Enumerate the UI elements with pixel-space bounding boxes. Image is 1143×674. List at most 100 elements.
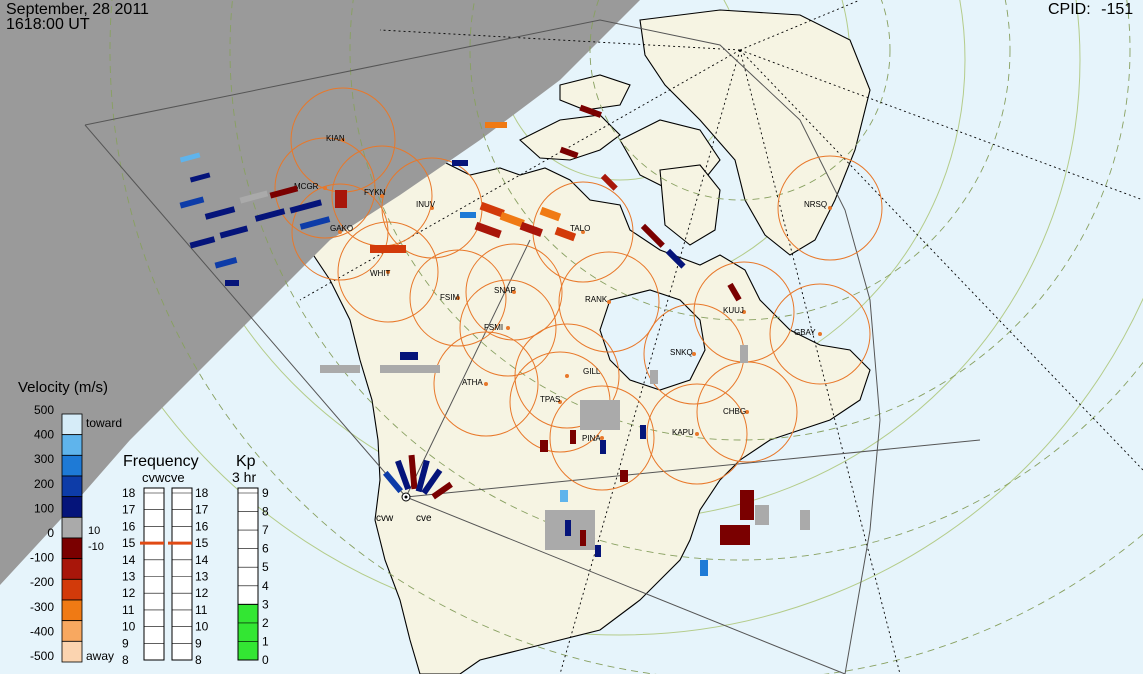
velocity-color-segment — [61, 640, 83, 663]
station-label: KUUJ — [723, 306, 744, 315]
velocity-color-segment — [61, 599, 83, 622]
station-label: FSMI — [484, 323, 503, 332]
frequency-tick-label: 11 — [195, 603, 208, 617]
frequency-tick-label: 11 — [122, 603, 135, 617]
station-label: SNAP — [494, 286, 516, 295]
station-label: GILL — [583, 367, 601, 376]
radar-site-label-cve: cve — [416, 513, 432, 524]
frequency-tick-label: 9 — [195, 636, 202, 650]
kp-tick-label: 2 — [262, 616, 269, 630]
velocity-tick-label: 500 — [34, 403, 54, 417]
velocity-tick-label: -100 — [30, 551, 54, 565]
frequency-tick-label: 14 — [195, 553, 209, 567]
velocity-title: Velocity (m/s) — [18, 379, 108, 396]
frequency-tick-label: 10 — [122, 620, 136, 634]
kp-tick-label: 3 — [262, 597, 269, 611]
velocity-color-segment — [61, 620, 83, 642]
station-label: WHIT — [370, 269, 391, 278]
kp-tick-label: 0 — [262, 653, 269, 667]
velocity-tick-label: -400 — [30, 624, 54, 638]
velocity-color-segment — [61, 434, 83, 456]
kp-subtitle: 3 hr — [232, 469, 256, 485]
velocity-away-label: away — [86, 649, 114, 663]
cpid-label: CPID: — [1048, 1, 1091, 18]
kp-tick-label: 8 — [262, 505, 269, 519]
velocity-legend: Velocity (m/s) 500 400 300 200 100 0 -100 -200 -… — [18, 379, 122, 663]
station-label: GAKO — [330, 224, 353, 233]
frequency-tick-label: 13 — [122, 570, 136, 584]
kp-legend: Kp 3 hr 9 8 7 6 5 4 3 2 1 0 — [232, 453, 269, 667]
kp-tick-label: 9 — [262, 486, 269, 500]
velocity-color-segment — [61, 475, 83, 498]
header-date: September, 28 2011 — [6, 1, 149, 18]
velocity-tick-label: 300 — [34, 452, 54, 466]
station-label: NRSQ — [804, 200, 827, 209]
station-label: TPAS — [540, 395, 560, 404]
velocity-color-segment — [61, 413, 83, 436]
frequency-tick-label: 13 — [195, 570, 209, 584]
magnetic-meridians — [299, 0, 1143, 674]
velocity-tick-label: -500 — [30, 649, 54, 663]
frequency-tick-label: 16 — [195, 519, 209, 533]
frequency-tick-label: 17 — [122, 503, 136, 517]
frequency-tick-label: 14 — [122, 553, 136, 567]
radar-fov — [84, 19, 981, 674]
station-label: GBAY — [794, 328, 816, 337]
velocity-color-segment — [61, 558, 83, 580]
station-label: RANK — [585, 295, 608, 304]
velocity-color-segment — [61, 537, 83, 560]
frequency-tick-label: 8 — [122, 653, 129, 667]
kp-tick-label: 6 — [262, 542, 269, 556]
velocity-tick-label: 200 — [34, 477, 54, 491]
kp-tick-label: 7 — [262, 523, 269, 537]
station-label: FYKN — [364, 188, 386, 197]
station-label: INUV — [416, 200, 436, 209]
night-side — [0, 0, 640, 585]
velocity-tick-label: 100 — [34, 501, 54, 515]
header-time: 1618:00 UT — [6, 16, 90, 33]
frequency-tick-label: 18 — [195, 486, 209, 500]
station-dots — [323, 138, 832, 440]
frequency-tick-label: 10 — [195, 620, 209, 634]
radar-site-label-cvw: cvw — [376, 513, 394, 524]
frequency-tick-label: 15 — [122, 536, 136, 550]
kp-fill — [237, 603, 259, 661]
frequency-tick-label: 16 — [122, 519, 136, 533]
frequency-title: Frequency — [123, 453, 199, 470]
frequency-radars: cvwcve — [142, 470, 185, 485]
frequency-legend: Frequency cvwcve 18 18 17 17 16 16 15 15 14 14 13 1… — [122, 453, 209, 667]
station-label: ATHA — [462, 378, 483, 387]
station-label: CHBG — [723, 407, 746, 416]
velocity-color-segment — [61, 454, 83, 477]
velocity-tick-label: -300 — [30, 600, 54, 614]
velocity-cells — [179, 104, 810, 576]
frequency-tick-label: 12 — [195, 586, 209, 600]
frequency-tick-label: 8 — [195, 653, 202, 667]
velocity-tick-label: 400 — [34, 428, 54, 442]
station-label: SNKQ — [670, 348, 693, 357]
velocity-color-segment — [61, 516, 83, 539]
station-label: PINA — [582, 434, 601, 443]
frequency-tick-label: 18 — [122, 486, 136, 500]
kp-tick-label: 4 — [262, 579, 269, 593]
station-label: FSIM — [440, 293, 459, 302]
velocity-tick-label: 0 — [47, 526, 54, 540]
station-label: MCGR — [294, 182, 319, 191]
velocity-tick-label: -200 — [30, 575, 54, 589]
frequency-tick-label: 12 — [122, 586, 136, 600]
header-cpid: CPID: -151 — [1048, 1, 1134, 18]
velocity-threshold-neg: -10 — [88, 541, 104, 553]
velocity-toward-label: toward — [86, 416, 122, 430]
radar-site-marker — [401, 492, 411, 502]
station-label: TALO — [570, 224, 590, 233]
land — [289, 9, 871, 674]
station-label: KAPU — [672, 428, 694, 437]
velocity-threshold-pos: 10 — [88, 525, 100, 537]
cpid-value: -151 — [1101, 1, 1134, 18]
velocity-color-segment — [61, 578, 83, 601]
station-label: KIAN — [326, 134, 345, 143]
frequency-tick-label: 9 — [122, 636, 129, 650]
kp-title: Kp — [236, 453, 256, 470]
frequency-tick-label: 15 — [195, 536, 209, 550]
